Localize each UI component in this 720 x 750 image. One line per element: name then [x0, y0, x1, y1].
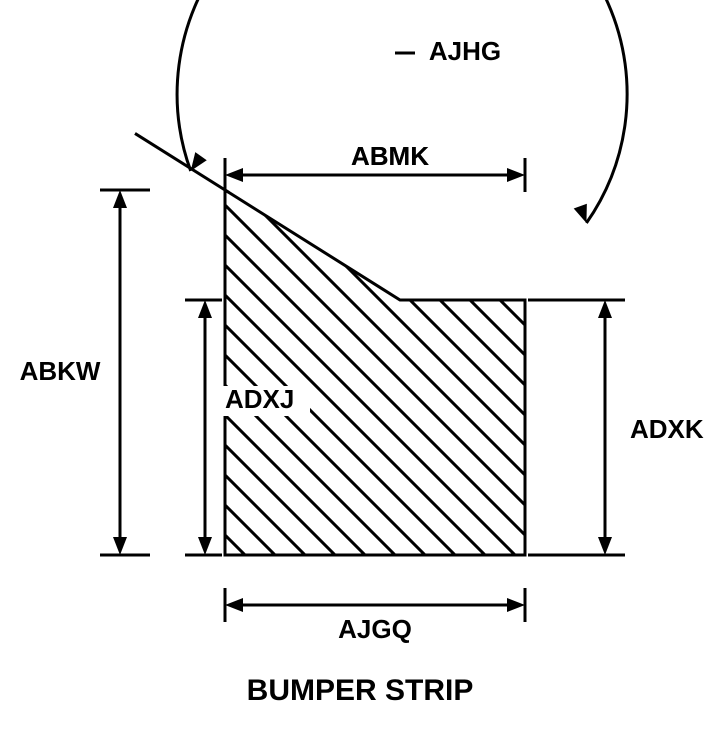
- label-abkw: ABKW: [20, 356, 101, 386]
- label-abmk: ABMK: [351, 141, 429, 171]
- label-adxk: ADXK: [630, 414, 704, 444]
- diagram-title: BUMPER STRIP: [247, 674, 474, 707]
- label-ajhg: AJHG: [429, 36, 501, 66]
- bumper-strip-diagram: ABMKABMKAJHGABKWADXJADXJADXKAJGQBUMPER S…: [0, 0, 720, 750]
- label-ajgq: AJGQ: [338, 614, 412, 644]
- label-adxj: ADXJ: [225, 384, 294, 414]
